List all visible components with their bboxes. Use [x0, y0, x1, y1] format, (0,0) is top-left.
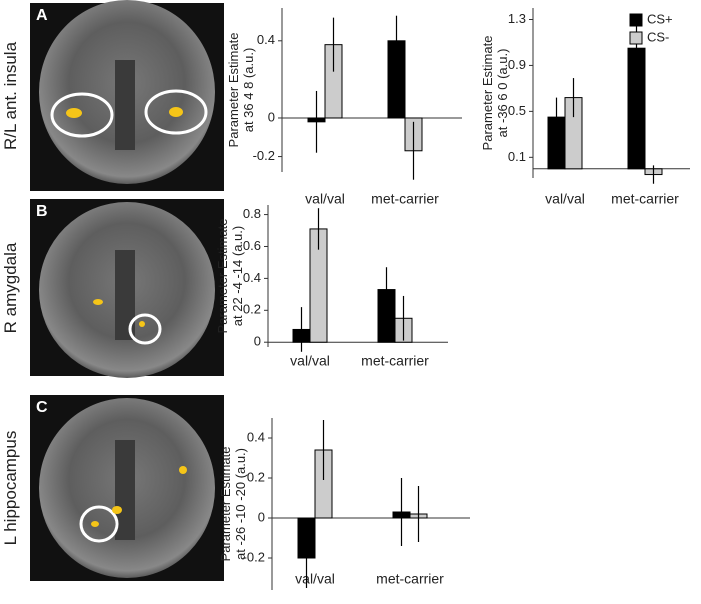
y-tick-label: 0.4 [247, 429, 265, 444]
y-axis-label: Parameter Estimate [218, 447, 233, 562]
y-tick-label: 1.3 [508, 11, 526, 26]
y-tick-label: 0.5 [508, 103, 526, 118]
x-tick-label: val/val [545, 191, 585, 207]
y-tick-label: 0.9 [508, 57, 526, 72]
y-axis-label: Parameter Estimate [226, 33, 241, 148]
x-tick-label: met-carrier [361, 353, 429, 369]
y-tick-label: 0.4 [243, 270, 261, 285]
legend-swatch [629, 31, 643, 45]
y-tick-label: 0 [268, 109, 275, 124]
region-label: R/L ant. insula [1, 41, 20, 150]
x-tick-label: val/val [290, 353, 330, 369]
y-tick-label: 0.6 [243, 238, 261, 253]
y-tick-label: -0.2 [243, 549, 265, 564]
y-axis-label: at -26 -10 -20 (a.u.) [233, 448, 248, 560]
y-tick-label: 0.1 [508, 149, 526, 164]
y-tick-label: 0.2 [247, 469, 265, 484]
legend-label: CS- [647, 29, 669, 44]
brain-image [30, 199, 224, 378]
x-tick-label: met-carrier [371, 191, 439, 207]
panel-letter: C [36, 399, 48, 416]
x-tick-label: met-carrier [611, 191, 679, 207]
y-axis-label: Parameter Estimate [480, 36, 495, 151]
y-tick-label: -0.2 [253, 148, 275, 163]
region-label: L hippocampus [1, 431, 20, 546]
panel-letter: B [36, 203, 48, 220]
region-label: R amygdala [1, 242, 20, 333]
panel-letter: A [36, 7, 48, 24]
legend-label: CS+ [647, 11, 673, 26]
x-tick-label: val/val [305, 191, 345, 207]
y-axis-label: at 22 -4 -14 (a.u.) [230, 226, 245, 326]
y-tick-label: 0 [258, 509, 265, 524]
brain-image [30, 0, 224, 191]
x-tick-label: met-carrier [376, 571, 444, 587]
y-axis-label: at -36 6 0 (a.u.) [495, 49, 510, 138]
y-tick-label: 0.4 [257, 32, 275, 47]
y-tick-label: 0.2 [243, 302, 261, 317]
y-tick-label: 0 [254, 334, 261, 349]
legend-swatch [629, 13, 643, 27]
x-tick-label: val/val [295, 571, 335, 587]
y-axis-label: Parameter Estimate [215, 219, 230, 334]
brain-image [30, 395, 224, 581]
y-axis-label: at 36 4 8 (a.u.) [241, 48, 256, 133]
y-tick-label: 0.8 [243, 206, 261, 221]
